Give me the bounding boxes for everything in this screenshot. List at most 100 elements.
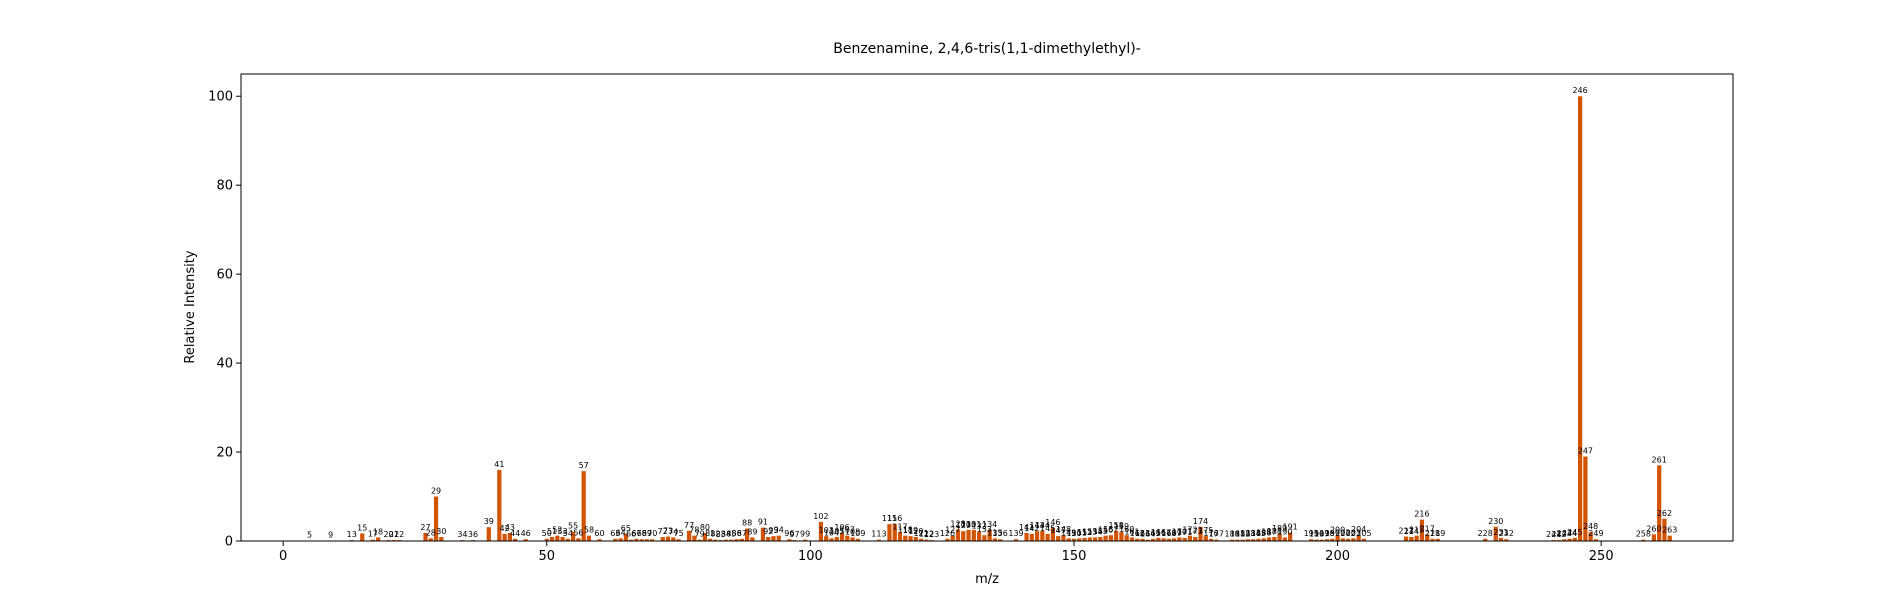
bar-mz-39 [486,527,491,541]
peak-label-168: 168 [1161,529,1176,538]
peak-label-123: 123 [924,530,939,539]
peak-label-87: 87 [737,529,747,538]
bar-mz-201 [1340,538,1345,541]
bar-mz-185 [1256,538,1261,541]
peak-label-85: 85 [726,530,736,539]
peak-label-156: 156 [1098,526,1113,535]
peak-label-115: 115 [882,514,897,523]
peak-label-189: 189 [1272,524,1287,533]
bar-mz-68 [639,539,644,541]
bar-mz-107 [845,535,850,541]
bar-mz-155 [1098,537,1103,541]
bar-mz-244 [1567,538,1572,541]
peak-label-205: 205 [1356,529,1371,538]
x-axis-ticks: 0 50 100 150 200 250 [279,541,1614,564]
bar-mz-159 [1119,532,1124,541]
bar-mz-53 [560,537,565,541]
peak-label-151: 151 [1072,528,1087,537]
bar-mz-146 [1050,528,1056,541]
y-tick-label: 100 [208,90,233,105]
bar-mz-190 [1282,537,1287,541]
x-tick-label: 250 [1589,549,1614,564]
bar-mz-150 [1071,538,1077,541]
peak-label-183: 183 [1240,529,1255,538]
peak-label-50: 50 [542,529,552,538]
peak-label-204: 204 [1351,525,1366,534]
peak-label-119: 119 [903,526,918,535]
y-tick-label: 60 [216,268,233,283]
peak-label-190: 190 [1277,527,1292,536]
peak-label-171: 171 [1177,528,1192,537]
peak-label-91: 91 [758,518,768,527]
bar-mz-218 [1430,538,1435,541]
bar-mz-120 [913,537,918,541]
bar-mz-51 [549,537,555,541]
bar-mz-261 [1657,465,1662,541]
peak-label-203: 203 [1346,528,1361,537]
peak-label-121: 121 [913,529,928,538]
bar-mz-109 [855,538,860,541]
bar-mz-168 [1166,538,1171,541]
bar-mz-72 [660,537,665,541]
bar-mz-231 [1498,537,1504,541]
bar-mz-164 [1145,539,1150,541]
peak-label-185: 185 [1251,529,1266,538]
peak-label-129: 129 [956,521,971,530]
bar-mz-42 [502,533,507,541]
peak-label-263: 263 [1662,526,1677,535]
peak-label-113: 113 [871,530,886,539]
bar-mz-93 [771,536,776,541]
peak-label-70: 70 [647,529,657,538]
peak-label-181: 181 [1230,530,1245,539]
peak-label-126: 126 [940,529,955,538]
peak-label-139: 139 [1008,529,1023,538]
bar-mz-202 [1346,538,1351,541]
peak-label-28: 28 [426,528,436,537]
bar-mz-29 [433,496,439,541]
bar-mz-186 [1261,538,1266,541]
bar-mz-44 [513,538,518,541]
bar-mz-134 [987,529,992,541]
peak-label-80: 80 [700,523,710,532]
bar-mz-122 [924,539,929,541]
peak-label-22: 22 [394,530,404,539]
bar-mz-216 [1419,519,1425,541]
bar-mz-50 [544,538,549,541]
peak-label-89: 89 [747,527,757,536]
bar-mz-73 [665,536,671,541]
peak-label-86: 86 [731,529,741,538]
bar-mz-132 [976,531,982,541]
peak-label-93: 93 [768,526,778,535]
bar-mz-147 [1056,536,1061,541]
plot-area-frame [240,73,1734,542]
bar-mz-87 [739,538,744,541]
bar-mz-55 [571,531,576,541]
bar-mz-131 [971,529,976,541]
peak-label-109: 109 [850,529,865,538]
peak-label-133: 133 [977,525,992,534]
peak-label-260: 260 [1646,524,1661,533]
peak-label-215: 215 [1409,526,1424,535]
peak-label-78: 78 [689,526,699,535]
peak-label-77: 77 [684,521,694,530]
peak-label-128: 128 [950,519,965,528]
peak-label-13: 13 [347,530,357,539]
bar-mz-188 [1272,537,1277,541]
bar-mz-151 [1077,538,1082,541]
peak-label-29: 29 [431,487,441,496]
bar-mz-157 [1108,535,1114,541]
peak-label-142: 142 [1024,524,1039,533]
bar-mz-163 [1140,538,1145,541]
bar-mz-46 [523,539,528,541]
peak-label-164: 164 [1140,530,1155,539]
peak-label-73: 73 [663,527,673,536]
bar-mz-130 [966,529,971,541]
bar-mz-172 [1187,535,1193,541]
peak-label-36: 36 [468,530,478,539]
bar-mz-197 [1319,539,1324,541]
bar-mz-243 [1562,539,1567,541]
peak-label-82: 82 [710,530,720,539]
bar-mz-52 [555,535,560,541]
bar-mz-43 [507,532,512,541]
